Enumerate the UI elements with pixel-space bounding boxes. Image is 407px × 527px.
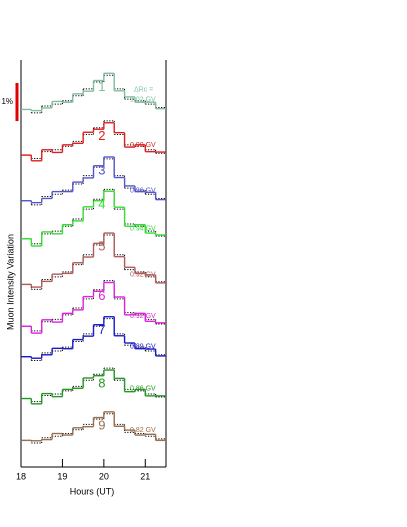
cutoff-label: 0.82 GV — [130, 427, 156, 434]
cutoff-label: 1.02 GV — [130, 96, 156, 103]
x-tick-label: 20 — [99, 471, 109, 481]
cutoff-label: 0.86 GV — [130, 385, 156, 392]
x-tick-label: 18 — [16, 471, 26, 481]
series-number: 5 — [98, 239, 105, 254]
scale-bar-label: 1% — [1, 97, 13, 106]
cutoff-label: 0.89 GV — [130, 344, 156, 351]
series-number: 8 — [98, 375, 105, 390]
series-number: 4 — [98, 197, 105, 212]
cutoff-title: ΔRc = — [134, 86, 153, 93]
cutoff-label: 0.92 GV — [130, 271, 156, 278]
series-number: 6 — [98, 288, 105, 303]
y-axis-label: Muon Intensity Variation — [5, 234, 15, 330]
x-tick-label: 19 — [57, 471, 67, 481]
cutoff-label: 0.99 GV — [130, 142, 156, 149]
cutoff-label: 0.96 GV — [130, 188, 156, 195]
series-number: 9 — [98, 417, 105, 432]
x-axis-label: Hours (UT) — [70, 486, 115, 496]
cutoff-label: 0.94 GV — [130, 226, 156, 233]
series-number: 1 — [98, 79, 105, 94]
series-number: 3 — [98, 162, 105, 177]
cutoff-label: 0.92 GV — [130, 313, 156, 320]
series-number: 7 — [98, 322, 105, 337]
series-number: 2 — [98, 128, 105, 143]
x-tick-label: 21 — [140, 471, 150, 481]
